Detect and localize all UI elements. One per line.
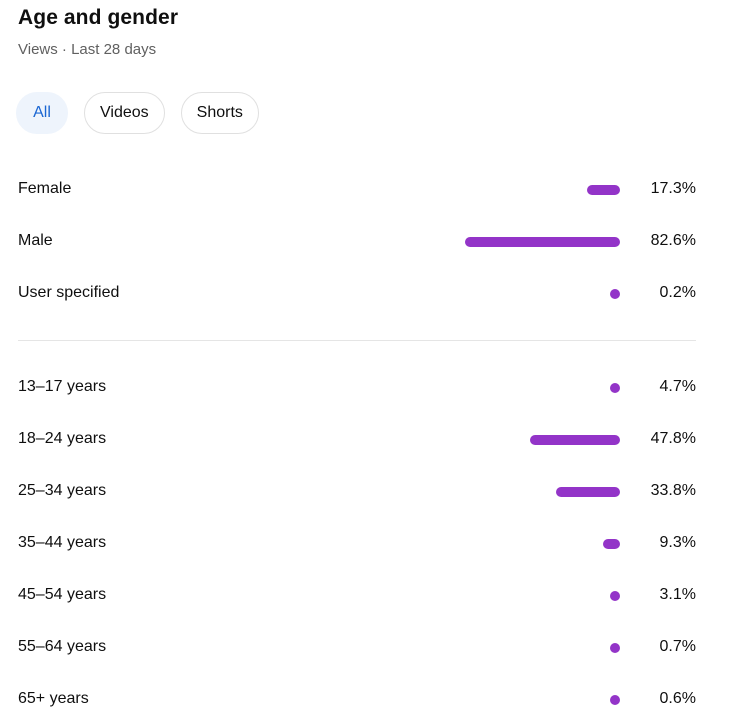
row-bar	[610, 591, 620, 601]
gender-row-female: Female 17.3%	[18, 178, 696, 202]
row-value: 47.8%	[650, 430, 696, 447]
row-label: 55–64 years	[18, 638, 107, 655]
row-label: 18–24 years	[18, 430, 107, 447]
row-value: 33.8%	[650, 482, 696, 499]
row-value: 0.6%	[659, 690, 696, 707]
row-bar	[464, 237, 620, 247]
card-title: Age and gender	[18, 6, 179, 29]
row-value: 17.3%	[650, 180, 696, 197]
filter-chip-videos[interactable]: Videos	[84, 92, 165, 134]
age-row-18-24: 18–24 years 47.8%	[18, 428, 696, 452]
row-label: 45–54 years	[18, 586, 107, 603]
row-bar	[610, 643, 620, 653]
age-row-45-54: 45–54 years 3.1%	[18, 584, 696, 608]
age-row-55-64: 55–64 years 0.7%	[18, 636, 696, 660]
row-value: 9.3%	[659, 534, 696, 551]
row-label: 65+ years	[18, 690, 89, 707]
age-row-65-plus: 65+ years 0.6%	[18, 688, 696, 712]
row-bar	[610, 695, 620, 705]
row-value: 82.6%	[650, 232, 696, 249]
age-row-25-34: 25–34 years 33.8%	[18, 480, 696, 504]
row-bar	[530, 435, 620, 445]
row-value: 4.7%	[659, 378, 696, 395]
filter-chip-all[interactable]: All	[16, 92, 68, 134]
row-bar	[610, 289, 620, 299]
row-label: Female	[18, 180, 72, 197]
row-bar	[587, 185, 620, 195]
row-value: 3.1%	[659, 586, 696, 603]
card-subtitle: Views · Last 28 days	[18, 41, 157, 58]
row-bar	[602, 539, 620, 549]
row-value: 0.2%	[659, 284, 696, 301]
row-label: 25–34 years	[18, 482, 107, 499]
row-label: Male	[18, 232, 53, 249]
age-row-13-17: 13–17 years 4.7%	[18, 376, 696, 400]
row-label: 13–17 years	[18, 378, 107, 395]
row-value: 0.7%	[659, 638, 696, 655]
section-divider	[18, 340, 696, 341]
row-label: 35–44 years	[18, 534, 107, 551]
gender-row-user-specified: User specified 0.2%	[18, 282, 696, 306]
gender-row-male: Male 82.6%	[18, 230, 696, 254]
row-bar	[610, 383, 620, 393]
filter-chip-shorts[interactable]: Shorts	[180, 92, 259, 134]
age-row-35-44: 35–44 years 9.3%	[18, 532, 696, 556]
row-label: User specified	[18, 284, 120, 301]
filter-chips: All Videos Shorts	[16, 92, 259, 134]
row-bar	[556, 487, 620, 497]
